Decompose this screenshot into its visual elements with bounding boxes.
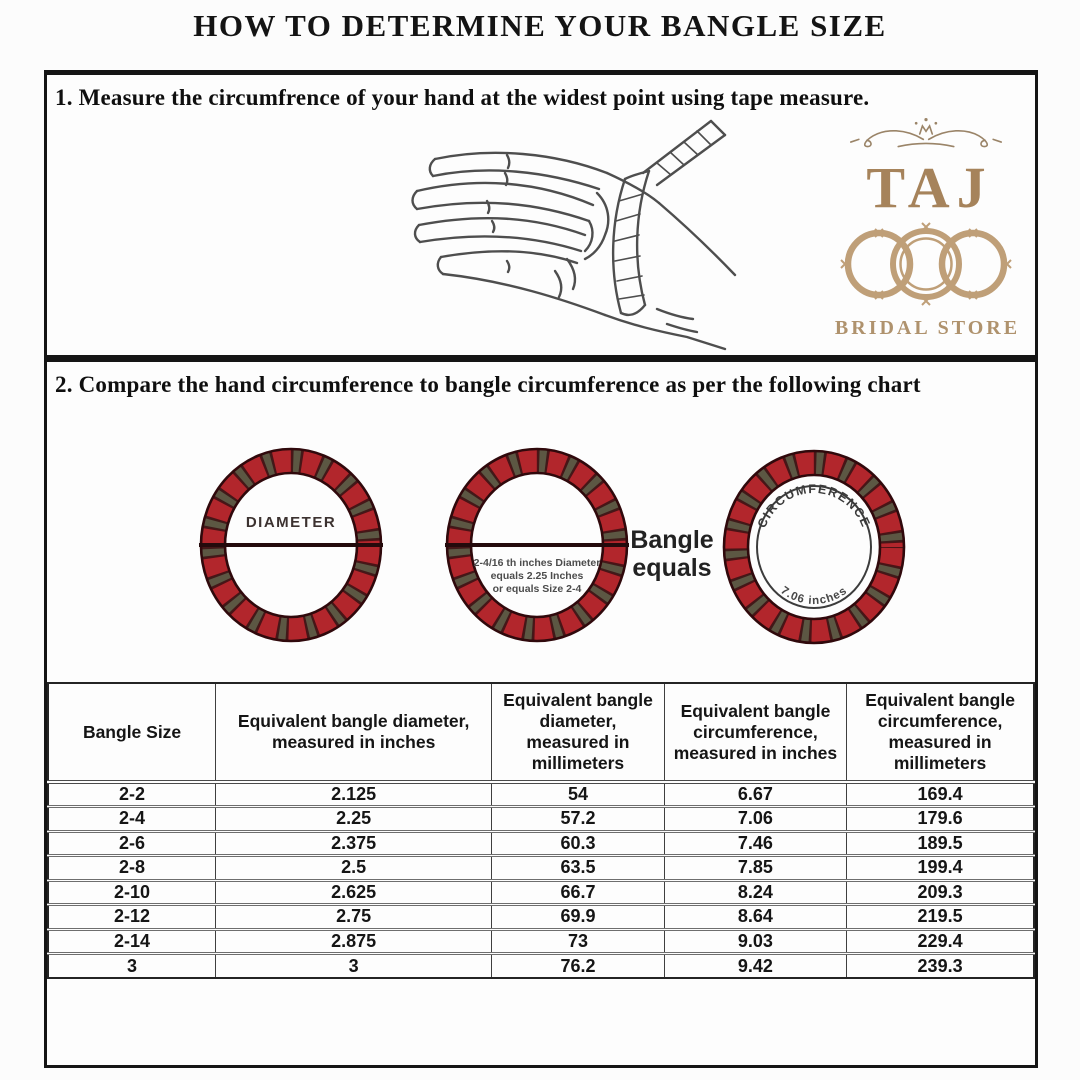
table-header-row: Bangle Size Equivalent bangle diameter, … [47,682,1035,784]
table-cell: 8.24 [663,878,848,905]
table-cell: 2-6 [47,829,217,856]
table-row: 2-12 2.75 69.9 8.64 219.5 [47,903,1035,929]
table-cell: 9.42 [663,952,848,978]
table-cell: 179.6 [846,805,1035,831]
step-1-heading: 1. Measure the circumfrence of your hand… [55,85,870,110]
table-cell: 2-4 [47,805,217,831]
step-2-heading: 2. Compare the hand circumference to ban… [55,372,921,397]
table-cell: 6.67 [663,782,848,807]
equals-line: Bangle [630,526,714,554]
flourish-crown-icon [849,118,1003,148]
table-cell: 2.125 [215,782,493,807]
column-header: Equivalent bangle circumference, measure… [846,682,1035,784]
table-row: 2-10 2.625 66.7 8.24 209.3 [47,878,1035,905]
bangle-ring-icon [445,447,629,643]
column-header: Equivalent bangle diameter, measured in … [491,682,665,784]
table-cell: 9.03 [663,927,848,954]
size-example-caption: 2-4/16 th inches Diameter equals 2.25 In… [450,557,624,596]
three-rings-icon [840,222,1012,306]
table-cell: 7.46 [663,829,848,856]
step-1-panel: 1. Measure the circumfrence of your hand… [44,70,1038,358]
table-cell: 2-2 [47,782,217,807]
table-row: 3 3 76.2 9.42 239.3 [47,952,1035,978]
table-cell: 8.64 [663,903,848,929]
table-cell: 66.7 [491,878,665,905]
page-title: HOW TO DETERMINE YOUR BANGLE SIZE [193,8,887,43]
table-cell: 219.5 [846,903,1035,929]
table-cell: 229.4 [846,927,1035,954]
table-cell: 2-12 [47,903,217,929]
bangle-size-example-diagram: 2-4/16 th inches Diameter equals 2.25 In… [442,445,632,645]
table-cell: 7.85 [663,854,848,880]
table-cell: 60.3 [491,829,665,856]
column-header: Bangle Size [47,682,217,784]
table-cell: 2.25 [215,805,493,831]
diameter-label: DIAMETER [245,514,337,531]
brand-subtitle: BRIDAL STORE [834,317,1021,339]
inner-circle [756,485,872,609]
brand-logo: TAJ BRIDAL STORE [823,115,1029,340]
table-cell: 3 [47,952,217,978]
hand-tape-measure-illustration [357,109,767,357]
bangle-ring-icon [199,447,383,643]
table-cell: 2-10 [47,878,217,905]
table-row: 2-2 2.125 54 6.67 169.4 [47,782,1035,807]
svg-text:7.06 inches: 7.06 inches [778,585,849,607]
table-cell: 2.625 [215,878,493,905]
table-cell: 169.4 [846,782,1035,807]
hand-sketch-icon [411,119,737,351]
table-cell: 54 [491,782,665,807]
caption-line: equals 2.25 Inches [490,570,584,582]
brand-name: TAJ [866,155,993,220]
step-2-panel: 2. Compare the hand circumference to ban… [44,358,1038,1068]
table-cell: 63.5 [491,854,665,880]
table-cell: 2.875 [215,927,493,954]
table-cell: 2-14 [47,927,217,954]
caption-line: or equals Size 2-4 [492,583,582,595]
table-row: 2-6 2.375 60.3 7.46 189.5 [47,829,1035,856]
table-cell: 2.75 [215,903,493,929]
table-row: 2-14 2.875 73 9.03 229.4 [47,927,1035,954]
table-cell: 2-8 [47,854,217,880]
table-cell: 7.06 [663,805,848,831]
bangle-circumference-diagram: CIRCUMFERENCE 7.06 inches [719,447,909,647]
caption-line: 2-4/16 th inches Diameter [473,557,601,569]
bangle-diameter-diagram: DIAMETER [196,445,386,645]
table-cell: 69.9 [491,903,665,929]
column-header: Equivalent bangle circumference, measure… [663,682,848,784]
column-header: Equivalent bangle diameter, measured in … [215,682,493,784]
table-cell: 239.3 [846,952,1035,978]
circumference-value: 7.06 inches [778,585,848,607]
equals-line: equals [632,554,712,582]
table-cell: 2.5 [215,854,493,880]
table-row: 2-4 2.25 57.2 7.06 179.6 [47,805,1035,831]
table-cell: 57.2 [491,805,665,831]
table-cell: 2.375 [215,829,493,856]
table-cell: 199.4 [846,854,1035,880]
table-row: 2-8 2.5 63.5 7.85 199.4 [47,854,1035,880]
bangle-size-table: Bangle Size Equivalent bangle diameter, … [47,682,1035,979]
table-cell: 209.3 [846,878,1035,905]
table-cell: 76.2 [491,952,665,978]
table-cell: 73 [491,927,665,954]
table-cell: 189.5 [846,829,1035,856]
table-cell: 3 [215,952,493,978]
bangle-ring-icon: CIRCUMFERENCE 7.06 inches [722,449,906,645]
bangle-equals-label: Bangle equals [607,526,737,582]
